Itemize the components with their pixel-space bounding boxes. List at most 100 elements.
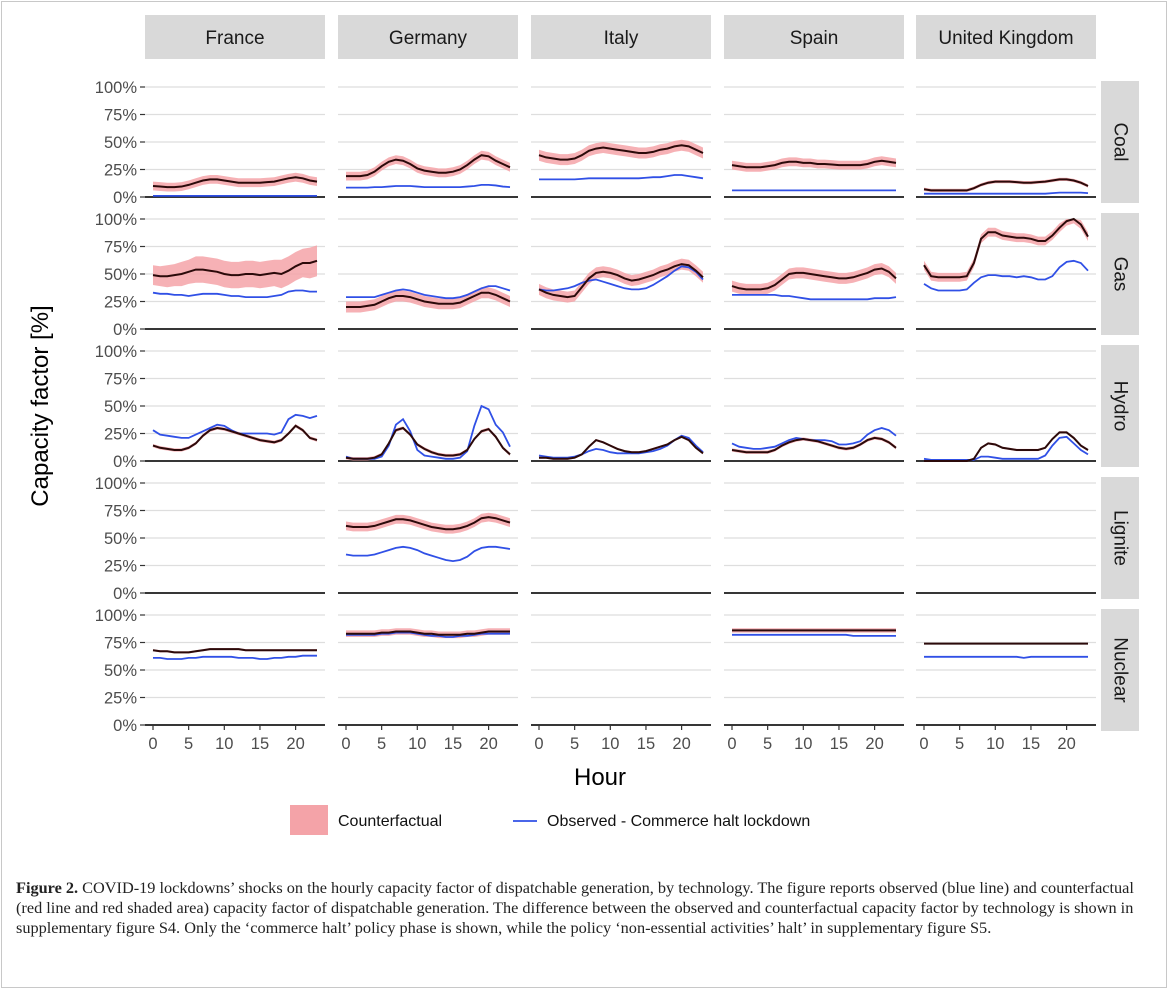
observed-line-france-hydro <box>152 413 318 439</box>
y-tick-label: 25% <box>104 162 137 180</box>
x-tick-label: 0 <box>341 735 350 753</box>
strip-italy <box>531 15 711 59</box>
y-tick-label: 25% <box>104 426 137 444</box>
y-tick-label: 75% <box>104 107 137 125</box>
counterfactual-line-germany-coal <box>346 154 511 178</box>
counterfactual-band-germany-lignite <box>346 512 510 534</box>
observed-line-germany-nuclear <box>346 631 510 638</box>
counterfactual-line-italy-hydro <box>539 435 704 460</box>
y-tick-label: 75% <box>104 239 137 257</box>
y-tick-label: 25% <box>104 294 137 312</box>
strip-label-france: France <box>205 28 264 49</box>
observed-line-spain-nuclear <box>732 633 896 637</box>
counterfactual-band-italy-gas <box>539 258 703 303</box>
y-tick-label: 100% <box>95 211 138 229</box>
counterfactual-line-germany-lignite <box>345 516 511 531</box>
counterfactual-line-spain-hydro <box>731 436 897 454</box>
x-tick-label: 0 <box>148 735 157 753</box>
y-tick-label: 25% <box>104 558 137 576</box>
x-tick-label: 5 <box>570 735 579 753</box>
y-tick-label: 0% <box>113 717 137 735</box>
y-tick-label: 0% <box>113 321 137 339</box>
strip-label-italy: Italy <box>604 28 639 49</box>
y-tick-label: 100% <box>95 343 138 361</box>
x-tick-label: 20 <box>672 735 690 753</box>
x-tick-label: 5 <box>184 735 193 753</box>
y-tick-label: 0% <box>113 189 137 207</box>
x-tick-label: 15 <box>444 735 462 753</box>
y-tick-label: 100% <box>95 79 138 97</box>
x-tick-label: 20 <box>286 735 304 753</box>
strip-hydro <box>1101 345 1139 467</box>
counterfactual-line-italy-gas <box>538 263 704 299</box>
observed-line-united-kingdom-coal <box>924 191 1089 195</box>
y-axis-title: Capacity factor [%] <box>27 305 54 506</box>
x-tick-label: 5 <box>377 735 386 753</box>
y-tick-label: 100% <box>95 475 138 493</box>
strip-france <box>145 15 325 59</box>
x-tick-label: 15 <box>251 735 269 753</box>
observed-line-italy-coal <box>539 174 704 181</box>
observed-line-germany-lignite <box>345 545 511 563</box>
strip-coal <box>1101 81 1139 203</box>
y-tick-label: 75% <box>104 371 137 389</box>
observed-line-germany-gas <box>346 285 511 300</box>
x-tick-label: 10 <box>408 735 426 753</box>
x-tick-label: 10 <box>986 735 1004 753</box>
strip-spain <box>724 15 904 59</box>
strip-lignite <box>1101 477 1139 599</box>
figure-caption: Figure 2. COVID-19 lockdowns’ shocks on … <box>16 878 1146 938</box>
x-tick-label: 10 <box>601 735 619 753</box>
x-tick-label: 20 <box>479 735 497 753</box>
counterfactual-band-spain-hydro <box>732 436 896 454</box>
strip-label-gas: Gas <box>1110 257 1131 292</box>
x-tick-label: 15 <box>830 735 848 753</box>
observed-line-france-nuclear <box>153 654 317 660</box>
legend-label-observed: Observed - Commerce halt lockdown <box>547 813 810 830</box>
counterfactual-line-united-kingdom-gas <box>923 217 1089 279</box>
strip-united-kingdom <box>916 15 1096 59</box>
strip-label-united-kingdom: United Kingdom <box>938 28 1073 49</box>
caption-text: COVID-19 lockdowns’ shocks on the hourly… <box>16 878 1134 937</box>
counterfactual-line-united-kingdom-coal <box>923 178 1089 192</box>
x-tick-label: 0 <box>534 735 543 753</box>
strip-label-hydro: Hydro <box>1110 381 1131 432</box>
strip-label-lignite: Lignite <box>1110 510 1131 566</box>
x-tick-label: 5 <box>955 735 964 753</box>
y-tick-label: 50% <box>104 530 137 548</box>
strip-label-nuclear: Nuclear <box>1110 637 1131 703</box>
counterfactual-line-france-gas <box>152 259 318 278</box>
x-tick-label: 10 <box>215 735 233 753</box>
strip-label-spain: Spain <box>790 28 839 49</box>
faceted-line-chart: France Germany Italy Spain United Kingdom Coa… <box>27 15 1139 835</box>
counterfactual-line-germany-hydro <box>345 426 511 460</box>
observed-line-united-kingdom-gas <box>923 259 1089 292</box>
y-tick-label: 75% <box>104 635 137 653</box>
y-tick-label: 50% <box>104 266 137 284</box>
observed-line-italy-gas <box>538 265 704 292</box>
strip-label-coal: Coal <box>1110 122 1131 161</box>
counterfactual-band-germany-gas <box>346 287 510 313</box>
observed-line-france-gas <box>152 289 317 299</box>
strip-label-germany: Germany <box>389 28 468 49</box>
strip-germany <box>338 15 518 59</box>
x-axis-title: Hour <box>574 764 626 791</box>
caption-label: Figure 2. <box>16 878 79 897</box>
y-tick-label: 25% <box>104 690 137 708</box>
counterfactual-line-italy-coal <box>538 144 704 161</box>
x-tick-label: 15 <box>637 735 655 753</box>
counterfactual-line-germany-nuclear <box>346 630 510 636</box>
counterfactual-line-france-nuclear <box>152 648 317 654</box>
counterfactual-band-france-gas <box>153 245 317 289</box>
y-tick-label: 0% <box>113 453 137 471</box>
x-tick-label: 0 <box>919 735 928 753</box>
observed-line-germany-coal <box>346 183 511 189</box>
legend-label-counterfactual: Counterfactual <box>338 813 442 830</box>
x-tick-label: 15 <box>1022 735 1040 753</box>
observed-line-united-kingdom-hydro <box>923 435 1089 461</box>
x-tick-label: 20 <box>1057 735 1075 753</box>
counterfactual-line-united-kingdom-hydro <box>924 431 1089 462</box>
legend-key-counterfactual <box>290 805 328 835</box>
y-tick-label: 0% <box>113 585 137 603</box>
